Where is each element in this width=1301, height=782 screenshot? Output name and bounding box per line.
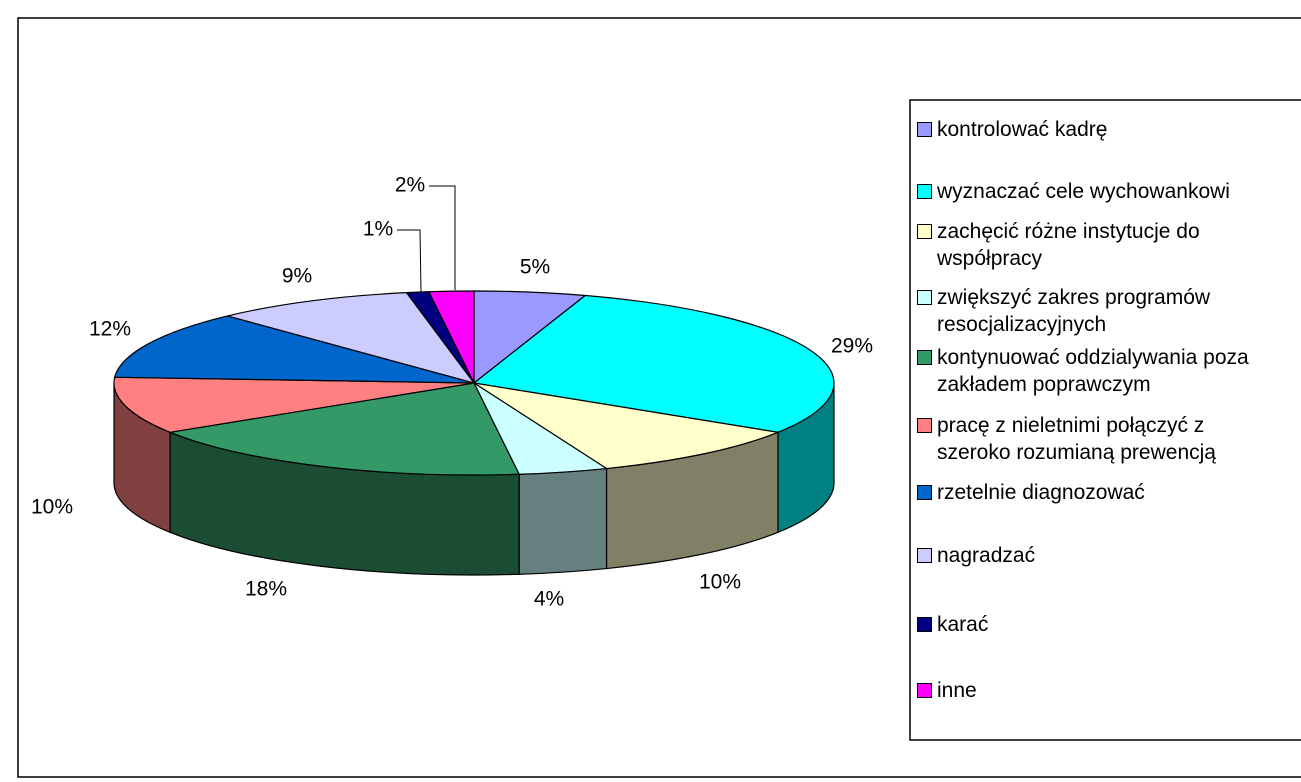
legend-swatch [917,290,932,305]
legend-swatch [917,485,932,500]
legend-swatch [917,122,932,137]
pie-slice [473,382,781,470]
data-label: 5% [520,256,550,279]
pie-side [518,467,608,575]
pie-slice [472,294,835,433]
data-label: 18% [245,578,287,601]
legend-label: wyznaczać cele wychowankowi [937,180,1230,203]
pie-slice [167,382,521,476]
pie-slice [113,376,475,433]
leader-line [397,229,422,293]
legend-box [909,99,1301,741]
data-label: 9% [282,265,312,288]
pie-slice [113,315,475,384]
legend-label: zwiększyć zakres programów resocjalizacy… [937,286,1211,336]
legend-label: kontynuować oddzialywania poza zakładem … [937,346,1249,396]
legend-label: zachęcić różne instytucje do współpracy [937,220,1200,270]
data-label: 12% [89,318,131,341]
leader-line [429,185,456,290]
pie-slice [427,290,475,384]
data-label: 10% [31,496,73,519]
data-label: 10% [699,571,741,594]
pie-slice [227,292,476,385]
legend-swatch [917,184,932,199]
legend-label: rzetelnie diagnozować [937,481,1145,504]
legend-swatch [917,683,932,698]
legend-swatch [917,350,932,365]
data-label: 4% [534,588,564,611]
legend-label: nagradzać [937,544,1036,567]
data-label: 1% [363,218,393,241]
legend-swatch [917,617,932,632]
legend-swatch [917,548,932,563]
data-label: 29% [831,335,873,358]
legend-label: inne [937,679,977,702]
legend-swatch [917,224,932,239]
data-label: 2% [395,174,425,197]
legend-label: kontrolować kadrę [937,118,1108,141]
legend-label: karać [937,613,989,636]
legend-swatch [917,418,932,433]
legend-label: pracę z nieletnimi połączyć z szeroko ro… [937,414,1216,464]
chart-frame [17,17,1301,778]
